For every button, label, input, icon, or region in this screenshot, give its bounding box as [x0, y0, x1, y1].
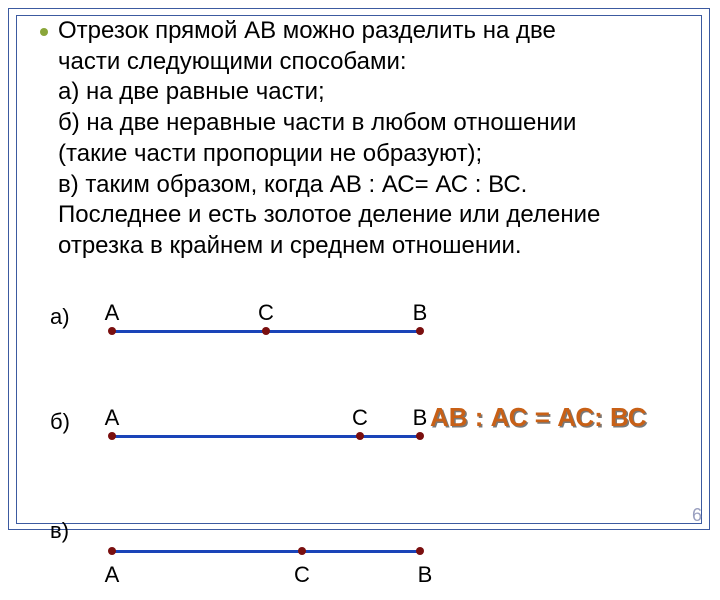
- diagram-label: б): [50, 409, 70, 435]
- point-c: [298, 547, 306, 555]
- line: в) таким образом, когда АВ : АС= АС : ВС…: [58, 171, 527, 198]
- page-number: 6: [692, 505, 702, 526]
- diagram-label: а): [50, 304, 70, 330]
- segment: [112, 435, 420, 438]
- point-c: [356, 432, 364, 440]
- point-label-b: В: [413, 300, 428, 326]
- diagrams: а) А С В б) А С В в) А С В: [40, 300, 680, 500]
- line: (такие части пропорции не образуют);: [58, 140, 482, 167]
- point-label-a: А: [105, 562, 120, 588]
- diagram-a: а) А С В: [40, 300, 680, 355]
- slide: Отрезок прямой АВ можно разделить на две…: [0, 0, 720, 540]
- point-label-c: С: [352, 405, 368, 431]
- line: Отрезок прямой АВ можно разделить на две: [58, 17, 556, 44]
- ratio-formula: АВ : АС = АС: ВС: [430, 402, 647, 433]
- point-label-a: А: [105, 405, 120, 431]
- diagram-c: в) А С В: [40, 510, 680, 600]
- line: Последнее и есть золотое деление или дел…: [58, 201, 600, 228]
- line: а) на две равные части;: [58, 78, 325, 105]
- point-b: [416, 432, 424, 440]
- text-block: Отрезок прямой АВ можно разделить на две…: [40, 16, 690, 262]
- point-label-c: С: [294, 562, 310, 588]
- point-a: [108, 547, 116, 555]
- point-b: [416, 547, 424, 555]
- line: б) на две неравные части в любом отношен…: [58, 109, 576, 136]
- diagram-label: в): [50, 518, 69, 544]
- line: отрезка в крайнем и среднем отношении.: [58, 232, 522, 259]
- point-b: [416, 327, 424, 335]
- point-label-b: В: [418, 562, 433, 588]
- point-label-c: С: [258, 300, 274, 326]
- point-a: [108, 432, 116, 440]
- point-label-b: В: [413, 405, 428, 431]
- point-a: [108, 327, 116, 335]
- segment: [112, 550, 420, 553]
- point-c: [262, 327, 270, 335]
- point-label-a: А: [105, 300, 120, 326]
- line: части следующими способами:: [58, 48, 407, 75]
- paragraph: Отрезок прямой АВ можно разделить на две…: [58, 16, 600, 262]
- bullet-icon: [40, 28, 48, 36]
